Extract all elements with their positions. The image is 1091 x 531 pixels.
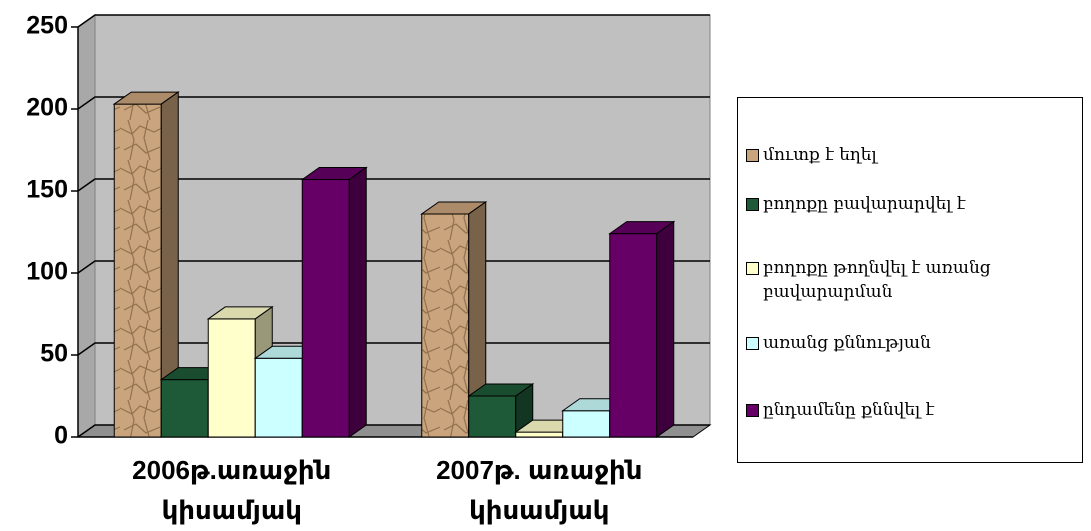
x-tick-label: 2006թ.առաջին կիսամյակ	[132, 455, 332, 525]
bar	[300, 166, 368, 438]
bar-front	[468, 395, 517, 438]
legend-item: ընդամենը քննվել է	[746, 398, 1076, 422]
grid-line	[77, 96, 710, 110]
y-tick-label: 50	[40, 340, 68, 368]
bar-side	[348, 166, 367, 438]
legend-item: մուտք է եղել	[746, 143, 1076, 167]
legend-swatch	[746, 198, 759, 211]
y-tick-label: 0	[54, 422, 68, 450]
x-tick-label: 2007թ. առաջին կիսամյակ	[436, 455, 643, 525]
bar-front	[609, 233, 658, 438]
bar-front	[160, 379, 209, 438]
bar	[112, 91, 180, 438]
legend-label: մուտք է եղել	[763, 145, 877, 165]
y-tick-label: 100	[26, 258, 68, 286]
legend-item: բողոքը թողնվել է առանց բավարարման	[746, 256, 1076, 304]
y-tick-label: 200	[26, 94, 68, 122]
bar	[467, 383, 535, 438]
legend: մուտք է եղել բողոքը բավարարվել է բողոքը թո…	[737, 97, 1083, 463]
bar-front	[562, 410, 611, 438]
bar-front	[254, 357, 303, 438]
bar-side	[656, 220, 675, 438]
bar-front	[207, 318, 256, 438]
grid-line	[77, 342, 710, 356]
legend-swatch	[746, 149, 759, 162]
bar-front	[301, 179, 350, 438]
legend-swatch	[746, 262, 759, 275]
grid-line	[77, 178, 710, 192]
legend-label: ընդամենը քննվել է	[763, 400, 935, 420]
y-tick-label: 250	[26, 12, 68, 40]
back-wall	[94, 14, 711, 426]
legend-label: բողոքը թողնվել է առանց բավարարման	[763, 258, 991, 302]
side-wall	[77, 14, 96, 438]
legend-item: առանց քննության	[746, 331, 1076, 355]
grid-line	[77, 14, 710, 28]
y-tick-label: 150	[26, 176, 68, 204]
legend-swatch	[746, 404, 759, 417]
bar-front	[515, 431, 564, 438]
bar	[608, 220, 676, 438]
legend-item: բողոքը բավարարվել է	[746, 192, 1076, 216]
legend-label: առանց քննության	[763, 333, 931, 353]
legend-swatch	[746, 337, 759, 350]
bar-front	[421, 213, 470, 438]
bar	[420, 200, 488, 438]
bar-front	[113, 103, 162, 438]
legend-label: բողոքը բավարարվել է	[763, 194, 966, 214]
grid-line	[77, 260, 710, 274]
